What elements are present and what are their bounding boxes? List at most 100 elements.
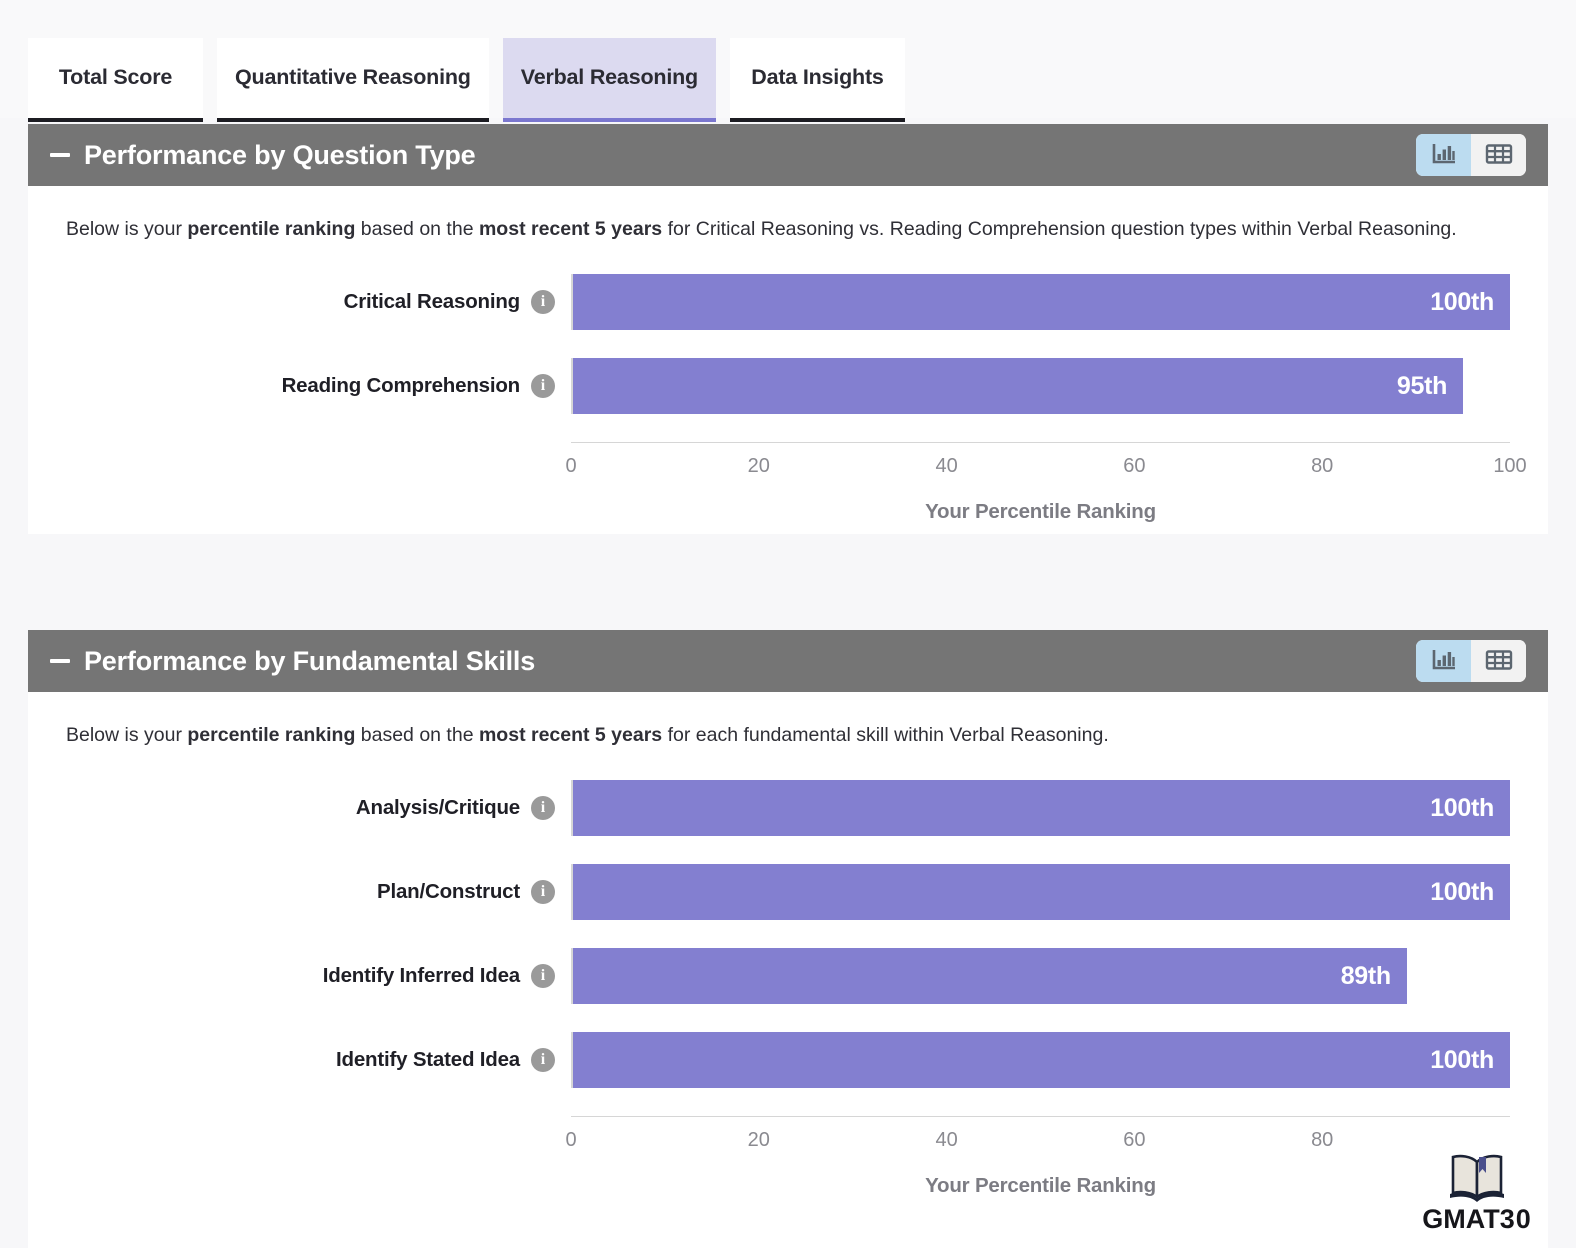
x-tick: 0 (565, 455, 577, 478)
x-axis-title: Your Percentile Ranking (925, 500, 1156, 524)
chart-row: Critical Reasoning i 100th (66, 274, 1510, 331)
chart-question-type: Critical Reasoning i 100th Reading Compr… (66, 274, 1527, 524)
bar-value-label: 100th (1430, 793, 1494, 822)
chart-x-axis: 0 20 40 60 80 100 (565, 442, 1527, 488)
table-view-button[interactable] (1471, 640, 1526, 682)
tab-quantitative-reasoning[interactable]: Quantitative Reasoning (217, 38, 489, 122)
section-tabs: Total Score Quantitative Reasoning Verba… (0, 0, 1576, 122)
x-tick: 100 (1493, 455, 1527, 478)
tab-label: Data Insights (751, 64, 884, 89)
x-tick: 40 (935, 455, 958, 478)
x-axis-title: Your Percentile Ranking (925, 1174, 1156, 1198)
x-tick: 60 (1123, 1129, 1146, 1152)
tab-label: Verbal Reasoning (520, 64, 698, 89)
chart-x-axis: 0 20 40 60 80 (565, 1116, 1510, 1162)
tab-label: Quantitative Reasoning (235, 64, 471, 89)
view-toggle (1416, 640, 1526, 682)
panel-performance-by-question-type: Performance by Question Type (28, 124, 1548, 535)
gmat-logo: GMAT30 (1414, 1144, 1540, 1248)
table-view-button[interactable] (1471, 134, 1526, 176)
category-label: Identify Stated Idea (336, 1048, 520, 1072)
info-icon[interactable]: i (531, 964, 555, 989)
bar-chart-view-button[interactable] (1416, 134, 1471, 176)
chart-row: Identify Stated Idea i 100th (66, 1032, 1510, 1089)
panel-title: Performance by Fundamental Skills (84, 645, 536, 676)
chart-category: Plan/Construct i (66, 880, 571, 905)
chart-category: Critical Reasoning i (66, 290, 571, 315)
desc-part: for Critical Reasoning vs. Reading Compr… (662, 218, 1457, 240)
chart-bar: 100th (573, 274, 1510, 331)
tab-data-insights[interactable]: Data Insights (729, 38, 905, 122)
open-book-icon (1444, 1152, 1510, 1204)
panel-body: Below is your percentile ranking based o… (28, 186, 1548, 535)
info-icon[interactable]: i (531, 796, 555, 821)
chart-bar: 100th (573, 1032, 1510, 1089)
bar-chart-view-button[interactable] (1416, 640, 1471, 682)
table-grid-icon (1485, 142, 1513, 169)
chart-row: Analysis/Critique i 100th (66, 780, 1510, 837)
logo-text-suffix: 30 (1499, 1204, 1532, 1234)
x-tick: 20 (747, 1129, 770, 1152)
logo-text-main: GMAT (1422, 1204, 1500, 1234)
category-label: Critical Reasoning (343, 290, 521, 314)
info-icon[interactable]: i (531, 1048, 555, 1073)
chart-fundamental-skills: Analysis/Critique i 100th Plan/Construct… (66, 780, 1510, 1198)
desc-bold: percentile ranking (187, 218, 356, 240)
x-tick: 80 (1311, 455, 1334, 478)
minus-icon[interactable] (50, 153, 70, 157)
panel-header[interactable]: Performance by Question Type (28, 124, 1548, 186)
x-tick: 80 (1311, 1129, 1334, 1152)
bar-chart-icon (1431, 142, 1457, 169)
chart-bar: 100th (573, 780, 1510, 837)
bar-value-label: 100th (1430, 287, 1494, 316)
tab-label: Total Score (58, 64, 173, 89)
desc-part: Below is your (66, 218, 188, 240)
category-label: Identify Inferred Idea (322, 964, 520, 988)
category-label: Analysis/Critique (355, 796, 520, 820)
chart-category: Reading Comprehension i (66, 374, 571, 399)
minus-icon[interactable] (50, 659, 70, 663)
desc-bold: most recent 5 years (478, 218, 663, 240)
view-toggle (1416, 134, 1526, 176)
chart-category: Analysis/Critique i (66, 796, 571, 821)
bar-value-label: 100th (1430, 877, 1494, 906)
x-tick: 0 (565, 1129, 577, 1152)
tab-verbal-reasoning[interactable]: Verbal Reasoning (502, 38, 717, 122)
panel-header[interactable]: Performance by Fundamental Skills (28, 630, 1548, 692)
chart-plot-area: 100th (571, 1032, 1510, 1089)
x-tick: 60 (1123, 455, 1146, 478)
tab-total-score[interactable]: Total Score (28, 38, 203, 122)
bar-value-label: 100th (1430, 1045, 1494, 1074)
chart-bar: 100th (573, 864, 1510, 921)
chart-row: Reading Comprehension i 95th (66, 358, 1510, 415)
info-icon[interactable]: i (531, 374, 555, 399)
info-icon[interactable]: i (531, 290, 555, 315)
chart-category: Identify Inferred Idea i (66, 964, 571, 989)
chart-plot-area: 100th (571, 780, 1510, 837)
chart-plot-area: 100th (571, 274, 1510, 331)
panel-title: Performance by Question Type (84, 139, 476, 170)
panel-description: Below is your percentile ranking based o… (66, 720, 1466, 750)
bar-value-label: 95th (1396, 371, 1448, 400)
panel-description: Below is your percentile ranking based o… (66, 214, 1466, 244)
info-icon[interactable]: i (531, 880, 555, 905)
desc-part: based on the (355, 724, 479, 746)
chart-category: Identify Stated Idea i (66, 1048, 571, 1073)
panel-body: Below is your percentile ranking based o… (28, 692, 1548, 1209)
x-tick: 40 (935, 1129, 958, 1152)
desc-bold: most recent 5 years (478, 724, 663, 746)
chart-bar: 89th (573, 948, 1407, 1005)
desc-part: based on the (355, 218, 479, 240)
desc-part: for each fundamental skill within Verbal… (662, 724, 1109, 746)
category-label: Reading Comprehension (281, 374, 521, 398)
x-tick: 20 (747, 455, 770, 478)
panel-performance-by-fundamental-skills: Performance by Fundamental Skills (28, 630, 1548, 1248)
bar-chart-icon (1431, 648, 1457, 675)
chart-row: Plan/Construct i 100th (66, 864, 1510, 921)
desc-part: Below is your (66, 724, 188, 746)
table-grid-icon (1485, 648, 1513, 675)
chart-plot-area: 95th (571, 358, 1510, 415)
bar-value-label: 89th (1340, 961, 1392, 990)
chart-bar: 95th (573, 358, 1464, 415)
